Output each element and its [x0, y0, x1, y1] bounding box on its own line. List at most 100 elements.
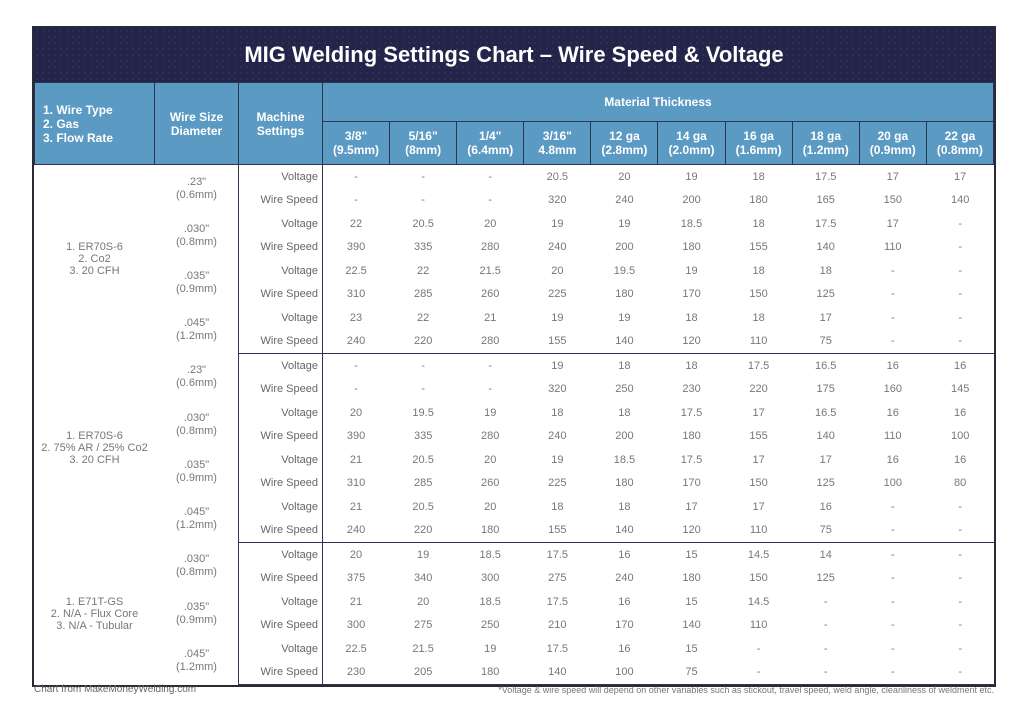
thickness-label: 3/8" [344, 129, 368, 143]
value-cell: - [958, 217, 962, 230]
value-cell: 16 [618, 595, 631, 608]
value-cell: 20 [417, 595, 430, 608]
wire-size-mm: (0.8mm) [176, 566, 217, 579]
value-cell: 17.5 [747, 359, 770, 372]
value-cell: 80 [954, 477, 967, 490]
value-cell: 175 [816, 383, 835, 396]
value-cell: 220 [389, 329, 457, 354]
value-cell: 16.5 [814, 359, 837, 372]
value-cell: 21 [349, 453, 363, 466]
value-cell: 285 [413, 288, 433, 301]
wire-size-in: .045" [183, 505, 210, 518]
wire-size-cell: .030" (0.8mm) [154, 212, 239, 259]
value-cell: 220 [749, 383, 768, 396]
value-cell: 18 [752, 311, 765, 324]
value-cell: 18.5 [479, 548, 501, 561]
machine-setting-label: Voltage [238, 259, 323, 283]
thickness-header: 12 ga (2.8mm) [590, 121, 659, 165]
value-cell: 20.5 [546, 170, 569, 183]
value-cell: 180 [749, 194, 768, 207]
machine-setting-label: Voltage [238, 401, 323, 425]
value-cell: 21.5 [412, 642, 434, 655]
machine-setting-label: Wire Speed [238, 329, 323, 354]
value-cell: 17 [819, 311, 832, 324]
value-cell: 250 [481, 619, 500, 632]
wire-size-cell: .23" (0.6mm) [154, 353, 239, 401]
value-cell: 230 [322, 660, 390, 685]
value-cell: 20 [484, 217, 497, 230]
value-cell: 140 [590, 329, 658, 354]
value-cell: 240 [322, 329, 390, 354]
thickness-label: 12 ga [609, 129, 640, 143]
value-cell: 125 [816, 477, 835, 490]
value-cell: - [890, 264, 895, 277]
value-cell: 21 [349, 500, 363, 513]
table-row: .030" (0.8mm) Voltage 22 20.5 20 19 19 18.5 18 17.… [35, 212, 994, 259]
machine-setting-label: Wire Speed [238, 282, 323, 306]
value-cell: - [958, 264, 962, 277]
wire-size-mm: (0.8mm) [176, 235, 217, 248]
value-cell: 75 [792, 518, 860, 543]
header-line: 1. Wire Type [43, 102, 113, 117]
value-cell: 110 [884, 430, 902, 443]
value-cell: 100 [950, 430, 970, 443]
value-cell: 165 [816, 194, 835, 207]
wire-size-in: .035" [183, 458, 210, 471]
value-cell: 110 [725, 329, 793, 354]
value-cell: - [488, 170, 493, 183]
value-cell: 310 [346, 477, 366, 490]
wire-size-in: .045" [183, 647, 210, 660]
wire-size-mm: (0.8mm) [176, 424, 217, 437]
value-cell: - [958, 619, 962, 632]
wire-size-cell: .030" (0.8mm) [154, 542, 239, 590]
value-cell: 300 [346, 619, 366, 632]
wire-size-cell: .030" (0.8mm) [154, 401, 239, 448]
value-cell: 260 [481, 477, 500, 490]
value-cell: 240 [548, 241, 567, 254]
value-cell: - [354, 383, 358, 396]
value-cell: 19 [484, 642, 497, 655]
machine-setting-label: Wire Speed [238, 424, 323, 448]
value-cell: 17.5 [814, 170, 837, 183]
value-cell: 14 [819, 548, 832, 561]
machine-setting-label: Voltage [238, 306, 323, 330]
value-cell: - [958, 241, 962, 254]
gas-line: 1. ER70S-6 [66, 241, 123, 254]
wire-size-mm: (1.2mm) [176, 660, 217, 673]
value-cell: 19 [551, 453, 564, 466]
thickness-header: 14 ga (2.0mm) [657, 121, 726, 165]
value-cell: - [890, 311, 895, 324]
value-cell: - [890, 500, 895, 513]
chart-title: MIG Welding Settings Chart – Wire Speed … [34, 28, 994, 82]
thickness-header: 22 ga (0.8mm) [925, 121, 995, 165]
wire-size-mm: (0.9mm) [176, 471, 217, 484]
thickness-mm: (9.5mm) [333, 143, 380, 157]
value-cell: 110 [884, 241, 902, 254]
value-cell: 19 [618, 311, 631, 324]
value-cell: - [488, 194, 493, 207]
value-cell: 16 [819, 500, 832, 513]
thickness-mm: (1.2mm) [802, 143, 849, 157]
table-row: Wire Speed - - - 320 250 230 220 175 160 145 [35, 377, 994, 401]
value-cell: - [488, 383, 493, 396]
machine-setting-label: Voltage [238, 637, 323, 661]
wire-size-in: .030" [183, 222, 210, 235]
gas-line: 2. N/A - Flux Core [50, 607, 139, 620]
value-cell: 240 [615, 194, 634, 207]
value-cell: 16 [618, 642, 631, 655]
value-cell: 17 [819, 453, 832, 466]
value-cell: 280 [456, 329, 524, 354]
value-cell: 225 [548, 477, 567, 490]
table-row: 1. ER70S-6 2. 75% AR / 25% Co2 3. 20 CFH .2… [35, 353, 994, 466]
value-cell: 150 [749, 572, 768, 585]
value-cell: 125 [816, 572, 835, 585]
value-cell: 280 [481, 241, 500, 254]
value-cell: 150 [883, 194, 902, 207]
machine-setting-label: Wire Speed [238, 660, 323, 685]
value-cell: 180 [682, 572, 701, 585]
header-wire-gas-flow: 1. Wire Type 2. Gas 3. Flow Rate [34, 82, 155, 165]
value-cell: 20 [349, 406, 363, 419]
machine-setting-label: Voltage [238, 212, 323, 236]
wire-size-cell: .035" (0.9mm) [154, 590, 239, 637]
value-cell: 16 [886, 406, 899, 419]
